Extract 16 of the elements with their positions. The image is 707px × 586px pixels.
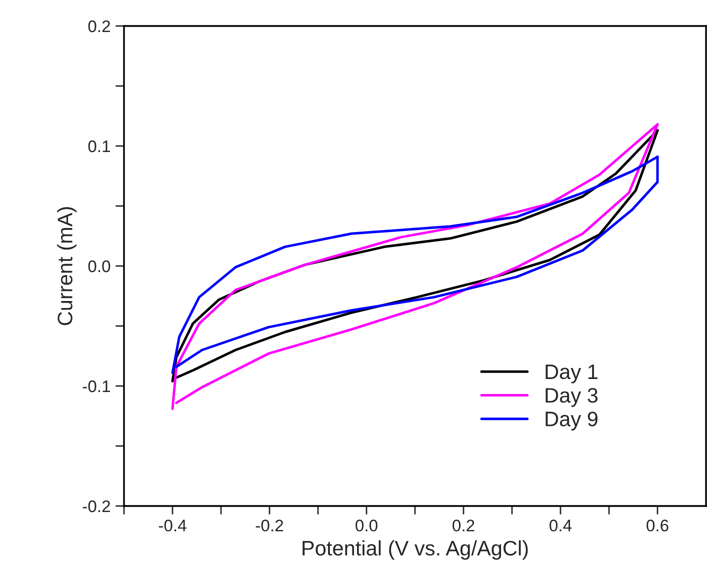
x-tick-label: -0.2 — [256, 520, 284, 532]
x-tick-label: 0.4 — [550, 520, 572, 532]
x-tick-label: 0.2 — [452, 520, 474, 532]
y-tick-label: -0.2 — [82, 500, 110, 512]
legend-label: Day 1 — [546, 364, 598, 384]
y-tick-label: 0.2 — [88, 20, 110, 32]
y-axis-title: Current (mA) — [57, 207, 77, 326]
y-tick-label: -0.1 — [82, 380, 110, 392]
x-tick-label: 0.0 — [356, 520, 378, 532]
x-tick-label: 0.6 — [646, 520, 668, 532]
x-axis-title: Potential (V vs. Ag/AgCl) — [302, 540, 528, 560]
x-tick-label: -0.4 — [158, 520, 186, 532]
legend-label: Day 9 — [546, 412, 598, 430]
y-tick-label: 0.1 — [88, 140, 110, 152]
legend-label: Day 3 — [546, 388, 598, 407]
y-tick-label: 0.0 — [88, 260, 110, 272]
